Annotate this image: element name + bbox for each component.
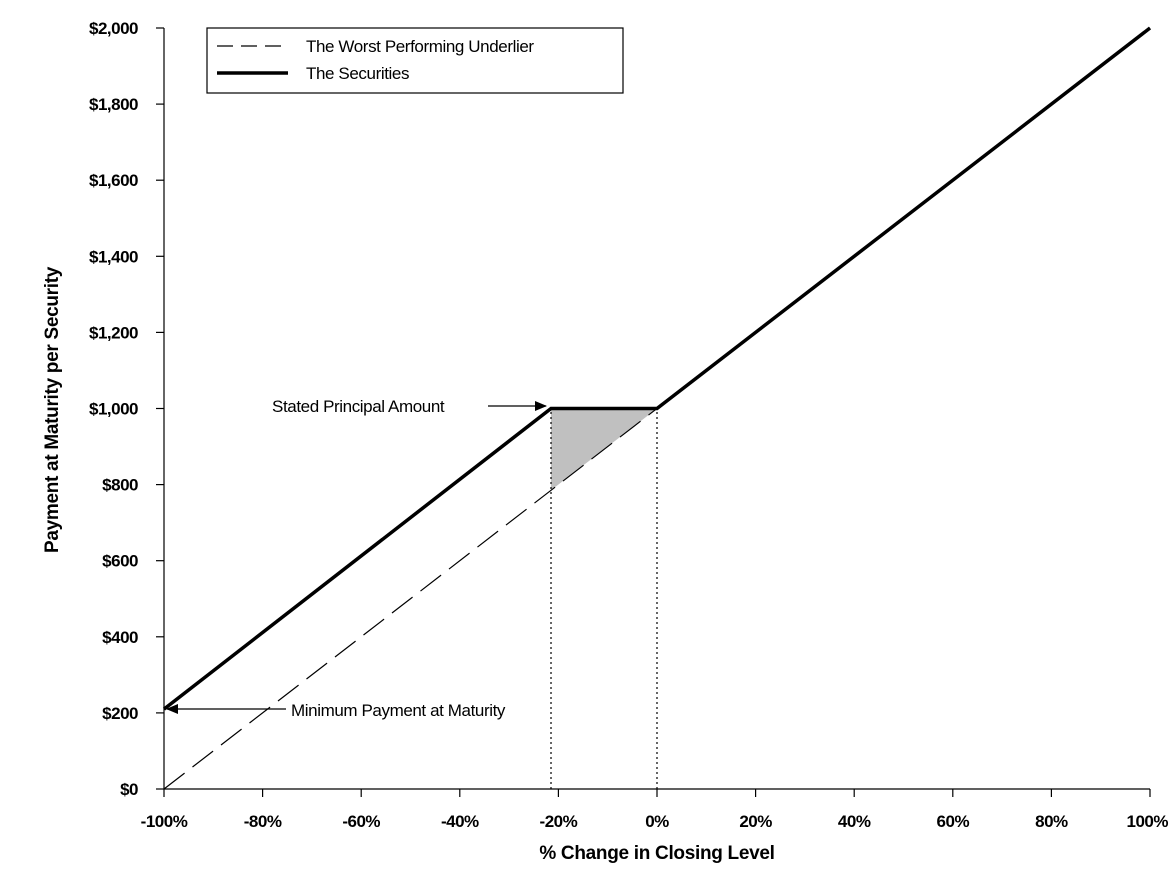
x-axis-title: % Change in Closing Level (539, 843, 774, 864)
y-tick-label: $1,800 (89, 95, 138, 114)
y-tick-label: $400 (102, 628, 138, 647)
legend-label-underlier: The Worst Performing Underlier (306, 37, 534, 56)
x-tick-label: 60% (937, 812, 970, 831)
x-tick-label: -80% (244, 812, 282, 831)
y-tick-label: $600 (102, 552, 138, 571)
y-axis-title: Payment at Maturity per Security (42, 266, 63, 553)
y-tick-label: $1,400 (89, 247, 138, 266)
y-tick-label: $1,600 (89, 171, 138, 190)
reference-lines (550, 408, 658, 789)
annotation-stated-principal: Stated Principal Amount (272, 397, 547, 416)
y-tick-label: $200 (102, 704, 138, 723)
y-tick-label: $0 (120, 780, 138, 799)
x-tick-label: -40% (441, 812, 479, 831)
x-tick-label: 20% (739, 812, 772, 831)
x-tick-label: 40% (838, 812, 871, 831)
legend: The Worst Performing Underlier The Secur… (206, 27, 624, 94)
legend-box (206, 27, 624, 94)
x-axis-ticks: -100% -80% -60% -40% -20% 0% 20% 40% 60% 80% 100% (141, 789, 1169, 831)
x-tick-label: 80% (1035, 812, 1068, 831)
series-securities (162, 26, 1152, 711)
x-tick-label: -20% (540, 812, 578, 831)
x-tick-label: 0% (645, 812, 669, 831)
annotation-minimum-payment-text: Minimum Payment at Maturity (291, 701, 506, 720)
y-tick-label: $800 (102, 476, 138, 495)
annotation-stated-principal-text: Stated Principal Amount (272, 397, 445, 416)
annotation-minimum-payment: Minimum Payment at Maturity (166, 701, 506, 720)
y-tick-label: $1,000 (89, 400, 138, 419)
legend-label-securities: The Securities (306, 64, 409, 83)
y-tick-label: $2,000 (89, 19, 138, 38)
x-tick-label: -100% (141, 812, 188, 831)
series-layer (162, 26, 1152, 790)
y-axis-ticks: $0 $200 $400 $600 $800 $1,000 $1,200 $1,400 $1,6… (89, 19, 164, 799)
x-tick-label: -60% (342, 812, 380, 831)
y-tick-label: $1,200 (89, 323, 138, 342)
x-tick-label: 100% (1127, 812, 1169, 831)
